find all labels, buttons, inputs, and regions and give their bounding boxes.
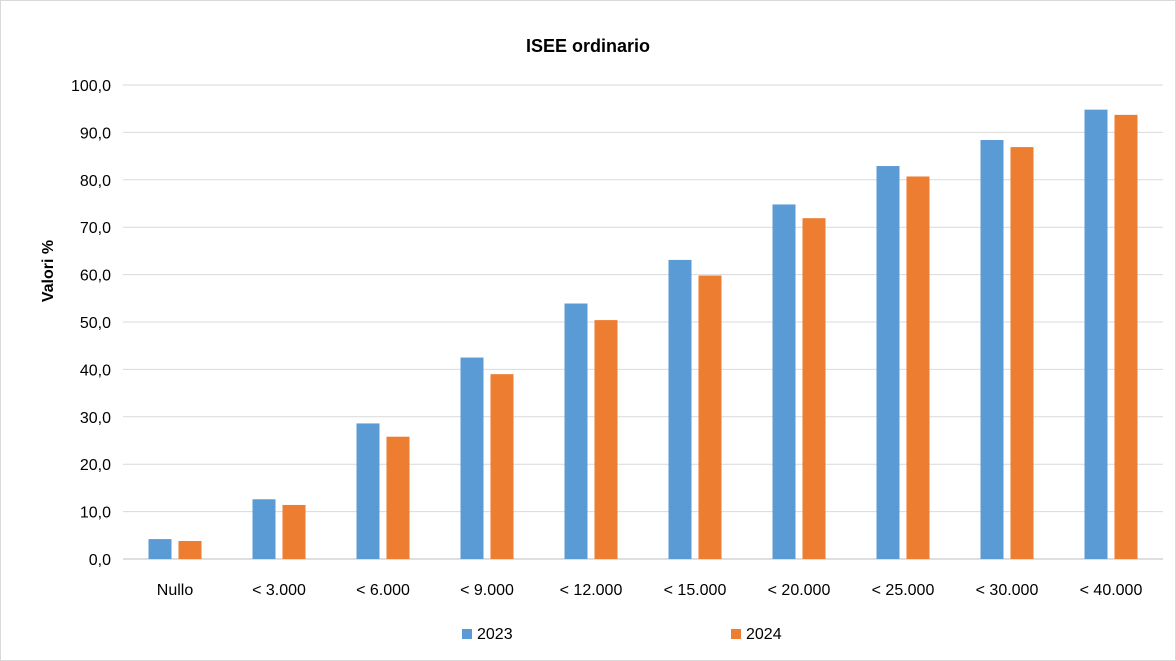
bar-2024-5 — [698, 275, 722, 559]
bar-2024-7 — [906, 176, 930, 559]
y-axis-label: Valori % — [40, 240, 57, 302]
y-axis-ticks: 0,0 10,0 20,0 30,0 40,0 50,0 60,0 70,0 80,0 90,0 1… — [71, 78, 111, 569]
bar-2023-1 — [252, 499, 276, 559]
gridlines — [123, 84, 1163, 560]
bar-2024-9 — [1114, 114, 1138, 559]
bars — [148, 109, 1138, 559]
bar-2023-5 — [668, 259, 692, 559]
y-tick-label: 40,0 — [80, 362, 111, 379]
x-category-label: < 12.000 — [560, 582, 623, 599]
y-tick-label: 0,0 — [89, 552, 111, 569]
y-tick-label: 80,0 — [80, 173, 111, 190]
y-tick-label: 50,0 — [80, 315, 111, 332]
y-tick-label: 100,0 — [71, 78, 111, 95]
bar-2023-3 — [460, 357, 484, 559]
bar-2023-6 — [772, 204, 796, 559]
x-category-label: Nullo — [157, 582, 194, 599]
legend-label: 2023 — [477, 626, 513, 643]
x-category-label: < 9.000 — [460, 582, 514, 599]
y-tick-label: 60,0 — [80, 268, 111, 285]
bar-2023-8 — [980, 139, 1004, 559]
x-category-label: < 6.000 — [356, 582, 410, 599]
bar-2023-0 — [148, 539, 172, 559]
legend-swatch-2024 — [731, 629, 741, 639]
y-tick-label: 30,0 — [80, 410, 111, 427]
x-category-label: < 30.000 — [976, 582, 1039, 599]
chart-title: ISEE ordinario — [526, 36, 650, 56]
legend-label: 2024 — [746, 626, 782, 643]
bar-2023-4 — [564, 303, 588, 559]
y-tick-label: 90,0 — [80, 125, 111, 142]
x-category-label: < 3.000 — [252, 582, 306, 599]
bar-2024-8 — [1010, 147, 1034, 559]
bar-2024-1 — [282, 504, 306, 559]
bar-2024-0 — [178, 540, 202, 559]
bar-2024-4 — [594, 320, 618, 559]
x-category-label: < 20.000 — [768, 582, 831, 599]
bar-2024-3 — [490, 374, 514, 559]
y-tick-label: 10,0 — [80, 505, 111, 522]
x-category-label: < 25.000 — [872, 582, 935, 599]
x-category-label: < 40.000 — [1080, 582, 1143, 599]
bar-2023-7 — [876, 166, 900, 559]
legend: 2023 2024 — [462, 626, 782, 643]
legend-swatch-2023 — [462, 629, 472, 639]
x-category-label: < 15.000 — [664, 582, 727, 599]
bar-2024-6 — [802, 218, 826, 559]
x-axis-categories: Nullo < 3.000 < 6.000 < 9.000 < 12.000 < 15.0… — [157, 582, 1143, 599]
bar-2024-2 — [386, 436, 410, 559]
y-tick-label: 20,0 — [80, 457, 111, 474]
bar-2023-9 — [1084, 109, 1108, 559]
bar-2023-2 — [356, 423, 380, 559]
y-tick-label: 70,0 — [80, 220, 111, 237]
